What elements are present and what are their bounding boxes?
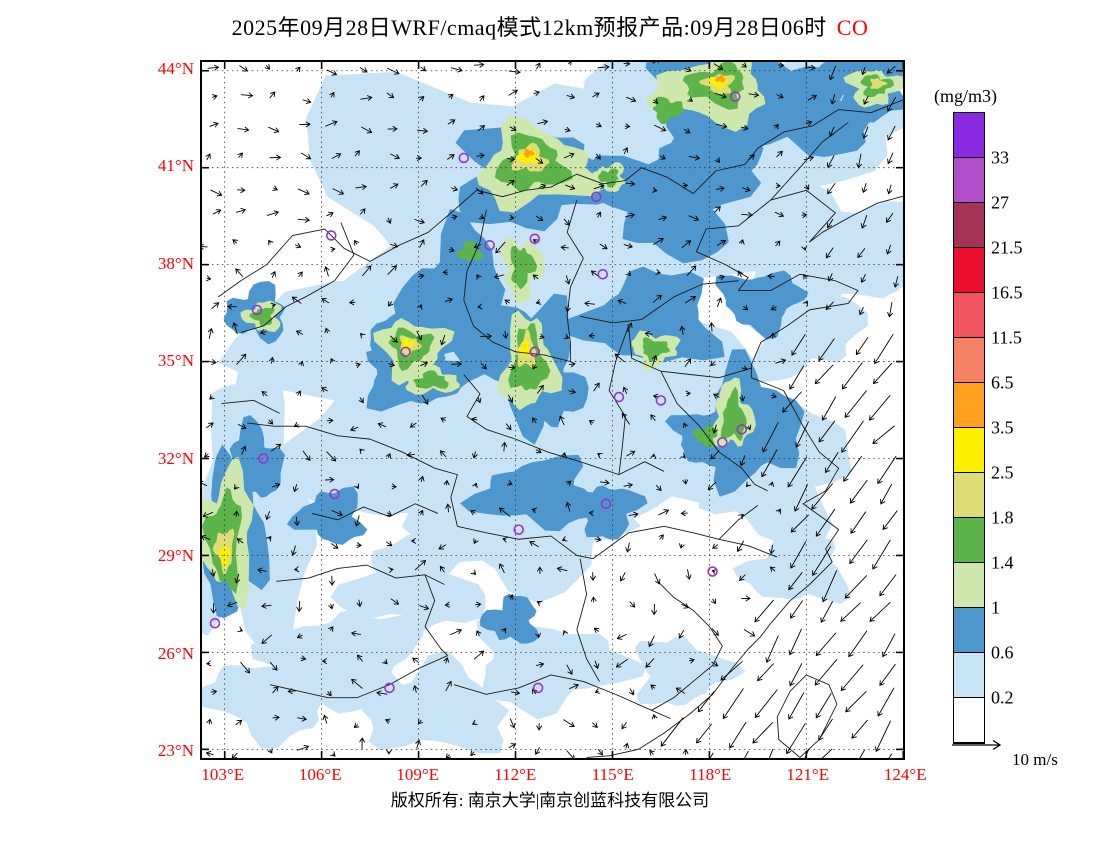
city-marker: [326, 230, 337, 241]
colorbar-swatch: [954, 653, 984, 698]
lat-tick-label: 41°N: [157, 156, 194, 176]
forecast-map: [202, 62, 903, 758]
city-marker: [329, 488, 340, 500]
city-marker: [513, 524, 524, 535]
colorbar-swatch: [954, 473, 984, 518]
colorbar-tick-label: 21.5: [991, 237, 1023, 258]
colorbar-tick-label: 1.4: [991, 552, 1014, 573]
city-marker: [384, 682, 395, 694]
city-marker: [458, 152, 470, 164]
colorbar-swatch: [954, 698, 984, 743]
lat-tick-label: 35°N: [157, 351, 194, 371]
city-marker: [529, 233, 541, 245]
province-boundaries: [217, 99, 903, 758]
city-marker: [655, 395, 667, 406]
city-marker: [258, 453, 269, 464]
colorbar-swatch: [954, 248, 984, 293]
city-marker: [597, 269, 608, 280]
lat-tick-label: 29°N: [157, 546, 194, 566]
map-panel: [200, 60, 905, 760]
colorbar-swatch: [954, 203, 984, 248]
colorbar-swatch: [954, 563, 984, 608]
city-marker: [707, 566, 718, 577]
lon-tick-label: 112°E: [494, 765, 537, 784]
copyright: 版权所有: 南京大学|南京创蓝科技有限公司: [390, 791, 710, 810]
colorbar-tick-label: 1: [991, 597, 1000, 618]
lon-tick-label: 118°E: [689, 765, 732, 784]
concentration-field: [202, 62, 903, 754]
city-marker: [717, 437, 728, 448]
lon-tick-label: 103°E: [201, 765, 245, 784]
frame-ticks: [202, 62, 903, 758]
city-marker: [532, 682, 544, 694]
colorbar-tick-label: 33: [991, 147, 1009, 168]
city-markers: [209, 91, 747, 694]
colorbar-tick-label: 27: [991, 192, 1009, 213]
city-marker: [613, 391, 625, 403]
city-marker: [400, 346, 411, 358]
lat-tick-label: 44°N: [157, 58, 194, 78]
colorbar-swatch: [954, 113, 984, 158]
colorbar-tick-label: 16.5: [991, 282, 1023, 303]
colorbar-swatch: [954, 428, 984, 473]
colorbar: 33 27 21.5 16.5 11.5 6.5 3.5 2.5 1.8 1.4 1 0.6 0.2: [953, 112, 1023, 744]
colorbar-tick-label: 0.6: [991, 642, 1014, 663]
colorbar-tick-label: 1.8: [991, 507, 1014, 528]
lon-tick-label: 106°E: [298, 765, 342, 784]
colorbar-tick-label: 3.5: [991, 417, 1014, 438]
colorbar-tick-label: 0.2: [991, 687, 1014, 708]
title-species: CO: [836, 15, 869, 40]
city-marker: [209, 618, 221, 629]
page-title: 2025年09月28日WRF/cmaq模式12km预报产品:09月28日06时 C…: [0, 10, 1100, 42]
lat-tick-label: 38°N: [157, 253, 194, 273]
city-marker: [529, 346, 541, 358]
colorbar-swatch: [954, 338, 984, 383]
wind-scale-arrow-icon: [952, 739, 1002, 751]
colorbar-swatch: [954, 518, 984, 563]
wind-scale-label: 10 m/s: [1012, 750, 1058, 769]
lon-tick-label: 124°E: [883, 765, 927, 784]
colorbar-units: (mg/m3): [934, 86, 997, 106]
colorbar-swatch: [954, 608, 984, 653]
lat-tick-label: 32°N: [157, 448, 194, 468]
lat-tick-label: 23°N: [157, 741, 194, 761]
colorbar-swatch: [954, 293, 984, 338]
colorbar-swatch: [954, 383, 984, 428]
colorbar-swatch: [954, 158, 984, 203]
city-marker: [590, 191, 602, 202]
lat-tick-label: 26°N: [157, 643, 194, 663]
city-marker: [600, 498, 612, 510]
lon-tick-label: 115°E: [591, 765, 634, 784]
lon-tick-label: 109°E: [396, 765, 440, 784]
city-marker: [251, 304, 263, 316]
wind-vectors: [202, 62, 899, 758]
lon-tick-label: 121°E: [786, 765, 830, 784]
title-main: 2025年09月28日WRF/cmaq模式12km预报产品:09月28日06时: [231, 15, 827, 40]
colorbar-tick-label: 6.5: [991, 372, 1014, 393]
grid-lines: [202, 62, 903, 758]
city-marker: [484, 239, 495, 251]
colorbar-tick-label: 11.5: [991, 327, 1022, 348]
colorbar-tick-label: 2.5: [991, 462, 1014, 483]
city-marker: [729, 91, 741, 102]
city-marker: [736, 424, 747, 435]
